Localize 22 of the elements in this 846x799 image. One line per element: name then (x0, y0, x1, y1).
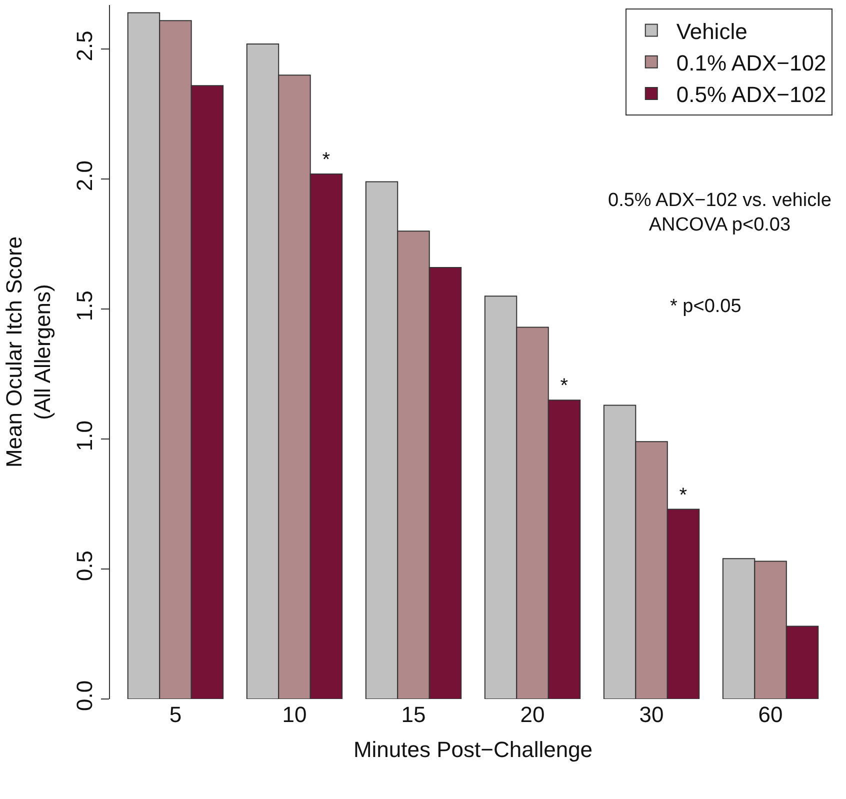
annotation: 0.5% ADX−102 vs. vehicle ANCOVA p<0.03 (608, 190, 832, 236)
annotation: * p<0.05 (670, 296, 742, 317)
y-tick-label: 2.5 (72, 30, 98, 62)
y-axis-title: Mean Ocular Itch Score (All Allergens) (1, 236, 55, 468)
data-label: * (322, 148, 330, 171)
x-axis-title: Minutes Post−Challenge (353, 736, 593, 762)
x-tick-label: 30 (639, 702, 664, 727)
legend-label: Vehicle (676, 18, 748, 44)
data-label: * (560, 375, 568, 398)
y-tick-label: 1.0 (72, 420, 98, 452)
x-tick-label: 10 (282, 702, 307, 727)
y-tick-label: 2.0 (72, 160, 98, 192)
x-tick-label: 15 (401, 702, 426, 727)
y-tick-label: 0.5 (72, 550, 98, 582)
x-tick-label: 5 (169, 702, 182, 727)
x-tick-label: 60 (758, 702, 783, 727)
legend-label: 0.1% ADX−102 (676, 50, 826, 76)
legend-label: 0.5% ADX−102 (676, 82, 826, 108)
data-label: * (679, 484, 688, 506)
y-tick-label: 1.5 (72, 290, 98, 322)
y-tick-label: 0.0 (72, 680, 98, 711)
x-tick-label: 20 (520, 702, 545, 727)
